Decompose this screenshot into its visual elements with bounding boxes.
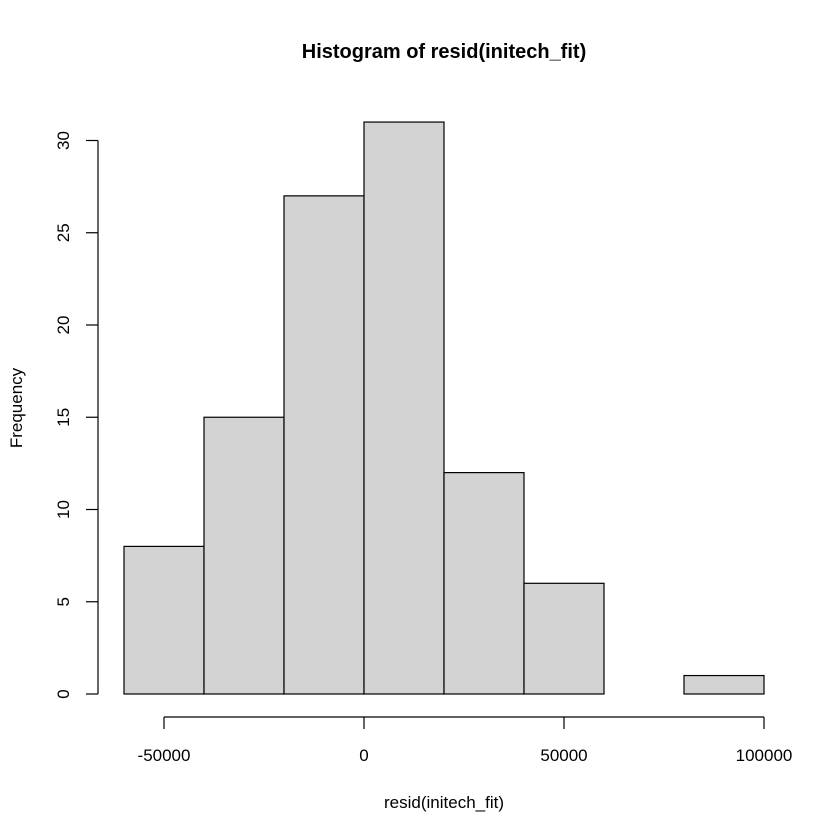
y-tick-label: 15 xyxy=(54,408,73,427)
y-tick-label: 25 xyxy=(54,223,73,242)
y-tick-label: 20 xyxy=(54,316,73,335)
y-tick-label: 30 xyxy=(54,131,73,150)
y-tick-label: 5 xyxy=(54,597,73,606)
histogram-bar-2 xyxy=(283,195,365,695)
x-tick-label: 0 xyxy=(359,746,368,765)
histogram-bar-1 xyxy=(203,416,285,695)
y-tick-label: 10 xyxy=(54,500,73,519)
histogram-bar-5 xyxy=(523,582,605,695)
histogram-bar-3 xyxy=(363,121,445,695)
y-tick-label: 0 xyxy=(54,689,73,698)
histogram-bar-7 xyxy=(683,674,765,695)
x-axis-label: resid(initech_fit) xyxy=(384,793,504,812)
x-tick-label: 100000 xyxy=(736,746,793,765)
x-tick-label: 50000 xyxy=(540,746,587,765)
chart-title: Histogram of resid(initech_fit) xyxy=(302,41,586,63)
y-axis: 0 5 10 15 20 25 30 xyxy=(54,131,99,699)
histogram-bar-4 xyxy=(443,472,525,695)
y-axis-label: Frequency xyxy=(7,367,26,448)
histogram-bar-0 xyxy=(123,545,205,695)
x-axis: -50000 0 50000 100000 xyxy=(138,716,793,765)
bars-group xyxy=(123,121,765,695)
x-tick-label: -50000 xyxy=(138,746,191,765)
